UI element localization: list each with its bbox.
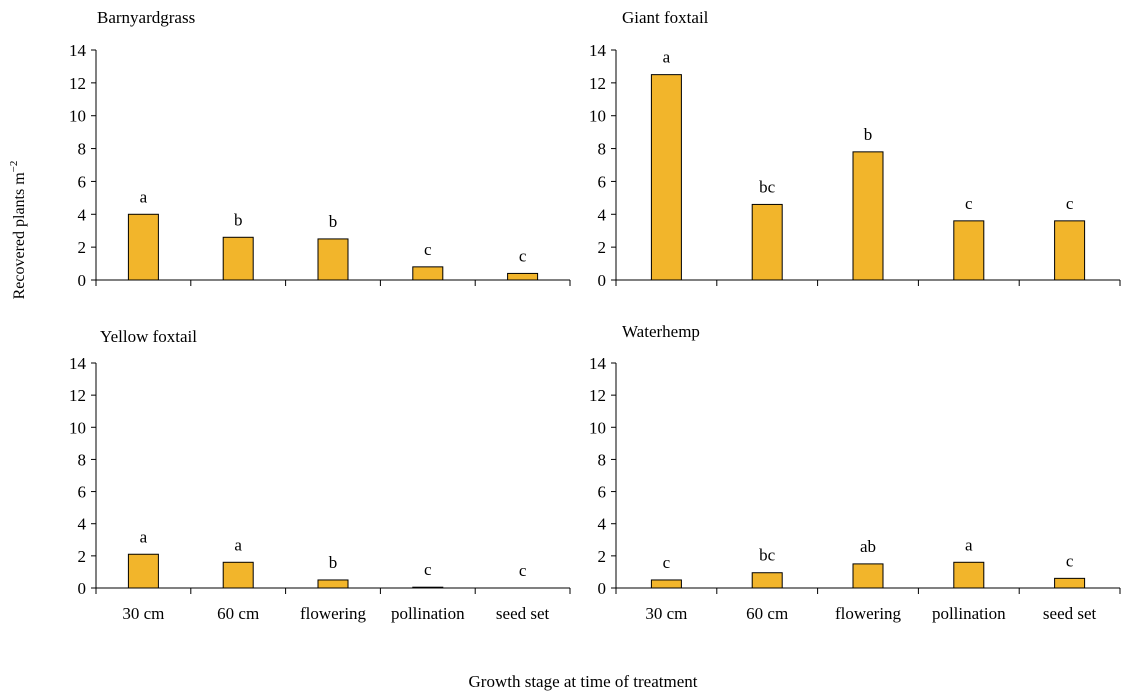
y-tick-label: 10 bbox=[589, 418, 606, 437]
y-tick-label: 4 bbox=[78, 205, 87, 224]
y-axis-label: Recovered plants m−2 bbox=[8, 161, 28, 300]
bar bbox=[953, 561, 985, 589]
y-tick-label: 12 bbox=[589, 386, 606, 405]
x-tick-label: seed set bbox=[1043, 604, 1097, 623]
bar bbox=[751, 572, 783, 589]
y-tick-label: 4 bbox=[598, 515, 607, 534]
significance-letter: a bbox=[140, 187, 148, 206]
significance-letter: c bbox=[424, 560, 432, 579]
x-tick-label: pollination bbox=[391, 604, 465, 623]
significance-letter: c bbox=[663, 553, 671, 572]
significance-letter: c bbox=[1066, 194, 1074, 213]
y-tick-label: 2 bbox=[598, 238, 607, 257]
chart-title: Giant foxtail bbox=[622, 8, 709, 27]
y-tick-label: 2 bbox=[78, 238, 87, 257]
y-tick-label: 12 bbox=[69, 74, 86, 93]
x-tick-label: 60 cm bbox=[217, 604, 259, 623]
bar bbox=[1054, 220, 1086, 281]
bar bbox=[222, 236, 254, 281]
y-tick-label: 6 bbox=[78, 483, 87, 502]
y-tick-label: 8 bbox=[78, 450, 87, 469]
x-tick-label: 60 cm bbox=[746, 604, 788, 623]
bar bbox=[127, 213, 159, 281]
significance-letter: bc bbox=[759, 546, 776, 565]
y-tick-label: 6 bbox=[598, 172, 607, 191]
bar bbox=[222, 561, 254, 589]
y-tick-label: 10 bbox=[69, 418, 86, 437]
chart-title: Barnyardgrass bbox=[97, 8, 195, 27]
chart-panel-1: Barnyardgrass 0 2 4 6 8 10 12 14 a b b c c bbox=[69, 8, 571, 290]
significance-letter: ab bbox=[860, 537, 876, 556]
y-tick-label: 8 bbox=[598, 140, 607, 159]
bar bbox=[412, 266, 444, 281]
bar bbox=[751, 203, 783, 281]
significance-letter: b bbox=[864, 125, 873, 144]
x-tick-label: flowering bbox=[300, 604, 367, 623]
chart-title: Waterhemp bbox=[622, 322, 700, 341]
significance-letter: a bbox=[663, 48, 671, 67]
y-tick-label: 6 bbox=[78, 172, 87, 191]
significance-letter: c bbox=[1066, 551, 1074, 570]
bar bbox=[852, 151, 884, 281]
significance-letter: c bbox=[519, 561, 527, 580]
y-axis-label-superscript: −2 bbox=[8, 161, 20, 173]
significance-letter: b bbox=[329, 553, 338, 572]
y-tick-label: 0 bbox=[78, 271, 87, 290]
chart-panel-3: Yellow foxtail 0 2 4 6 8 10 12 14 a 30 cm a 60 cm b fl… bbox=[69, 327, 571, 623]
significance-letter: c bbox=[965, 194, 973, 213]
significance-letter: b bbox=[329, 212, 338, 231]
chart-panel-4: Waterhemp 0 2 4 6 8 10 12 14 c 30 cm bc 60 cm ab flowe… bbox=[589, 322, 1121, 623]
bar bbox=[127, 553, 159, 589]
y-tick-label: 14 bbox=[69, 41, 87, 60]
x-axis-label: Growth stage at time of treatment bbox=[469, 672, 698, 691]
y-tick-label: 0 bbox=[598, 271, 607, 290]
x-tick-label: seed set bbox=[496, 604, 550, 623]
significance-letter: a bbox=[234, 535, 242, 554]
bar bbox=[852, 563, 884, 589]
y-tick-label: 14 bbox=[69, 354, 87, 373]
y-tick-label: 8 bbox=[78, 140, 87, 159]
y-tick-label: 6 bbox=[598, 483, 607, 502]
bar bbox=[317, 579, 349, 589]
bar bbox=[412, 586, 444, 589]
bar bbox=[650, 74, 682, 281]
x-tick-label: 30 cm bbox=[645, 604, 687, 623]
bar bbox=[650, 579, 682, 589]
x-tick-label: pollination bbox=[932, 604, 1006, 623]
significance-letter: b bbox=[234, 210, 243, 229]
y-tick-label: 8 bbox=[598, 450, 607, 469]
significance-letter: a bbox=[140, 527, 148, 546]
y-tick-label: 4 bbox=[78, 515, 87, 534]
y-tick-label: 14 bbox=[589, 354, 607, 373]
significance-letter: a bbox=[965, 535, 973, 554]
y-tick-label: 2 bbox=[78, 547, 87, 566]
significance-letter: c bbox=[519, 246, 527, 265]
x-tick-label: flowering bbox=[835, 604, 902, 623]
y-tick-label: 10 bbox=[69, 107, 86, 126]
y-tick-label: 0 bbox=[598, 579, 607, 598]
chart-title: Yellow foxtail bbox=[100, 327, 197, 346]
y-tick-label: 4 bbox=[598, 205, 607, 224]
y-tick-label: 12 bbox=[69, 386, 86, 405]
y-tick-label: 0 bbox=[78, 579, 87, 598]
y-tick-label: 12 bbox=[589, 74, 606, 93]
y-tick-label: 2 bbox=[598, 547, 607, 566]
y-tick-label: 10 bbox=[589, 107, 606, 126]
bar bbox=[953, 220, 985, 281]
bar bbox=[1054, 577, 1086, 589]
bar bbox=[507, 272, 539, 281]
x-tick-label: 30 cm bbox=[122, 604, 164, 623]
significance-letter: bc bbox=[759, 177, 776, 196]
significance-letter: c bbox=[424, 240, 432, 259]
bar bbox=[317, 238, 349, 281]
y-tick-label: 14 bbox=[589, 41, 607, 60]
